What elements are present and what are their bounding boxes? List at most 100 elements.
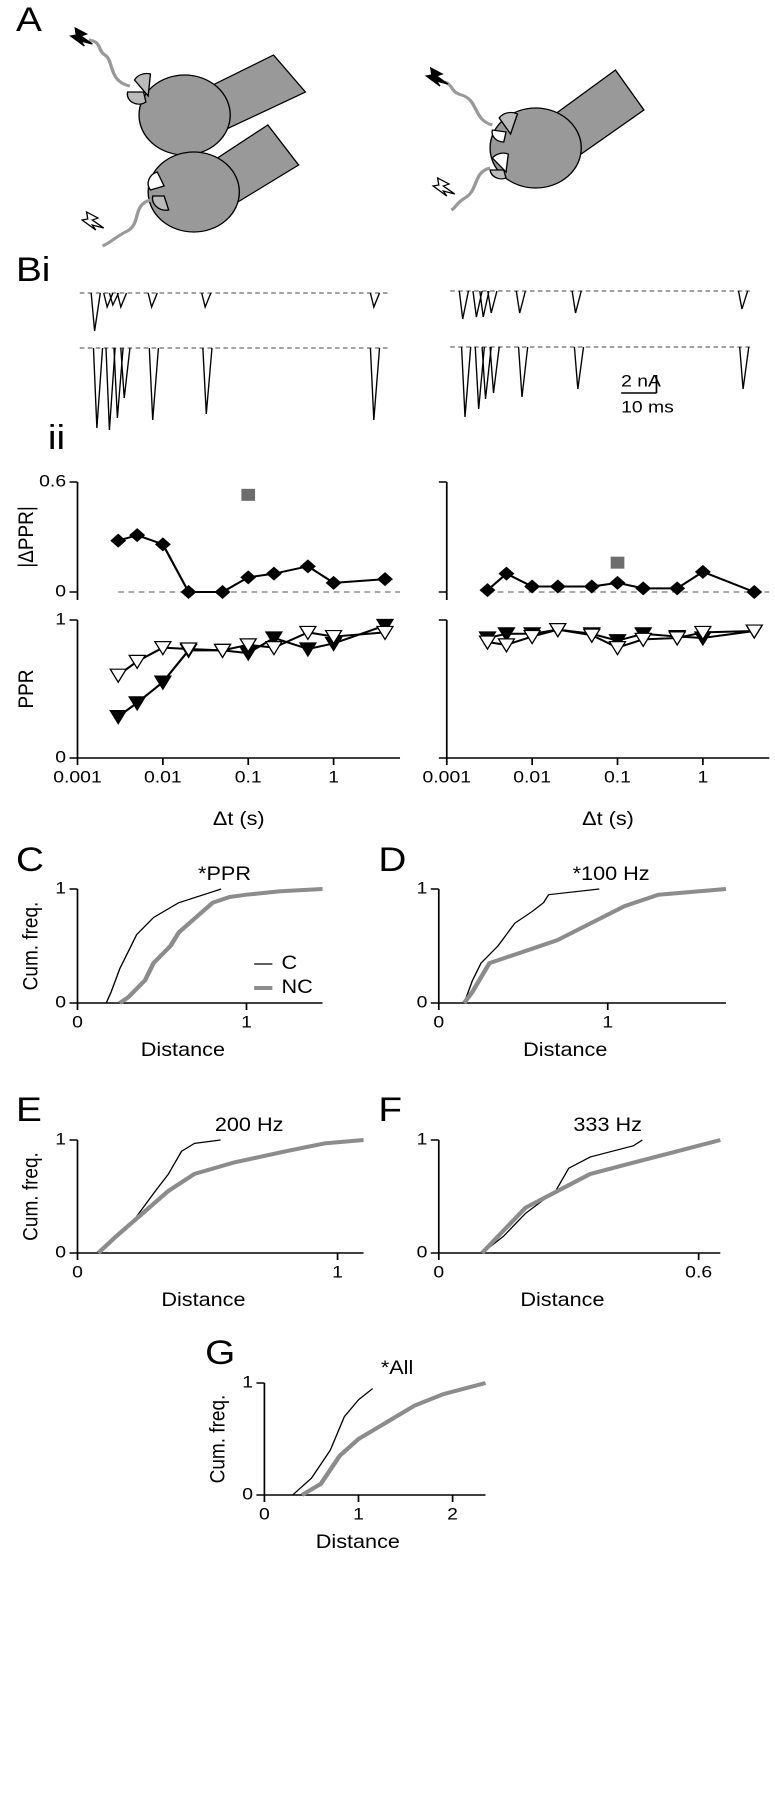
trace-event (472, 290, 483, 318)
cell (147, 151, 241, 233)
marker (128, 696, 147, 712)
x-tick-label: 0 (433, 1263, 444, 1282)
x-axis-label: Distance (161, 1290, 245, 1311)
trace-event (120, 347, 131, 399)
y-axis-label: Cum. freq. (20, 902, 43, 991)
x-tick-label: 1 (353, 1505, 364, 1524)
marker (610, 556, 625, 569)
series-line (117, 631, 386, 676)
trace-event (202, 347, 213, 415)
y-tick-label: 1 (242, 1373, 253, 1392)
marker (153, 640, 172, 656)
x-tick-label: 1 (332, 1263, 343, 1282)
x-axis-label: Δt (s) (213, 809, 265, 830)
x-axis-label: Distance (523, 1040, 607, 1061)
x-tick-label: 1 (697, 768, 708, 787)
x-axis-label: Δt (s) (582, 809, 634, 830)
marker (240, 570, 257, 585)
panel-label: Bi (16, 250, 50, 288)
y-tick-label: 0 (417, 993, 428, 1012)
series-line (117, 534, 386, 593)
x-tick-label: 0 (72, 1263, 83, 1282)
trace-event (487, 290, 498, 314)
trace-event (517, 346, 529, 398)
marker (479, 583, 496, 598)
marker (609, 575, 626, 590)
marker (635, 581, 652, 596)
x-tick-label: 0.01 (513, 768, 551, 787)
trace-event (108, 292, 120, 307)
marker (129, 528, 146, 543)
panel-label: D (378, 840, 406, 878)
marker (298, 642, 318, 658)
marker (549, 579, 566, 594)
marker (265, 566, 282, 581)
stimulus (69, 26, 93, 47)
axon (450, 166, 491, 212)
cdf-line (462, 887, 727, 1005)
chart-title: 200 Hz (215, 1115, 284, 1136)
y-tick-label: 0 (55, 748, 66, 767)
stimulus (80, 210, 105, 231)
y-tick-label: 1 (417, 1130, 428, 1149)
trace-event (573, 346, 585, 390)
trace-event (489, 346, 500, 394)
trace-event (105, 347, 116, 431)
synapse (151, 195, 170, 211)
marker (298, 625, 318, 641)
marker (582, 628, 601, 644)
trace-event (481, 346, 492, 400)
panel-label: C (16, 840, 44, 878)
cell (138, 74, 231, 156)
y-tick-label: 0 (55, 582, 66, 601)
y-axis-label: |ΔPPR| (15, 506, 38, 568)
scale-label: 2 nA (621, 372, 662, 391)
synapse (491, 129, 507, 143)
stimulus (424, 66, 449, 87)
y-tick-label: 1 (417, 879, 428, 898)
marker (299, 559, 316, 574)
trace-event (92, 347, 104, 429)
x-tick-label: 0.1 (604, 768, 631, 787)
chart-title: *PPR (198, 864, 251, 885)
chart-title: *All (381, 1358, 413, 1379)
marker (325, 575, 342, 590)
trace-event (90, 292, 101, 332)
axon (101, 198, 152, 248)
marker (608, 640, 627, 656)
synapse (147, 171, 166, 191)
trace-event (201, 292, 212, 310)
x-tick-label: 1 (328, 768, 339, 787)
cdf-line (463, 888, 600, 1004)
y-tick-label: 0.6 (39, 472, 66, 491)
marker (179, 642, 198, 658)
synapse (133, 72, 152, 98)
y-tick-label: 0 (55, 1243, 66, 1262)
x-axis-label: Distance (141, 1040, 225, 1061)
panel-label: E (16, 1090, 42, 1128)
series-line (117, 624, 386, 718)
x-axis-label: Distance (520, 1290, 604, 1311)
cdf-line (481, 1139, 643, 1254)
x-tick-label: 0.1 (235, 768, 262, 787)
trace-event (147, 292, 158, 310)
marker (180, 585, 197, 599)
cdf-line (96, 1138, 364, 1255)
legend-label: C (282, 953, 298, 974)
series-line (486, 570, 755, 593)
trace-event (515, 290, 527, 314)
x-tick-label: 1 (602, 1013, 613, 1032)
x-tick-label: 0.01 (144, 768, 182, 787)
marker (153, 675, 172, 691)
axon (443, 80, 494, 127)
trace-event (113, 347, 124, 419)
trace-event (460, 346, 472, 418)
cdf-line (292, 1388, 374, 1496)
marker (693, 625, 712, 641)
panel-label: F (378, 1090, 402, 1128)
marker (478, 635, 497, 651)
x-tick-label: 0 (433, 1013, 444, 1032)
y-tick-label: 0 (55, 993, 66, 1012)
marker (324, 629, 343, 645)
